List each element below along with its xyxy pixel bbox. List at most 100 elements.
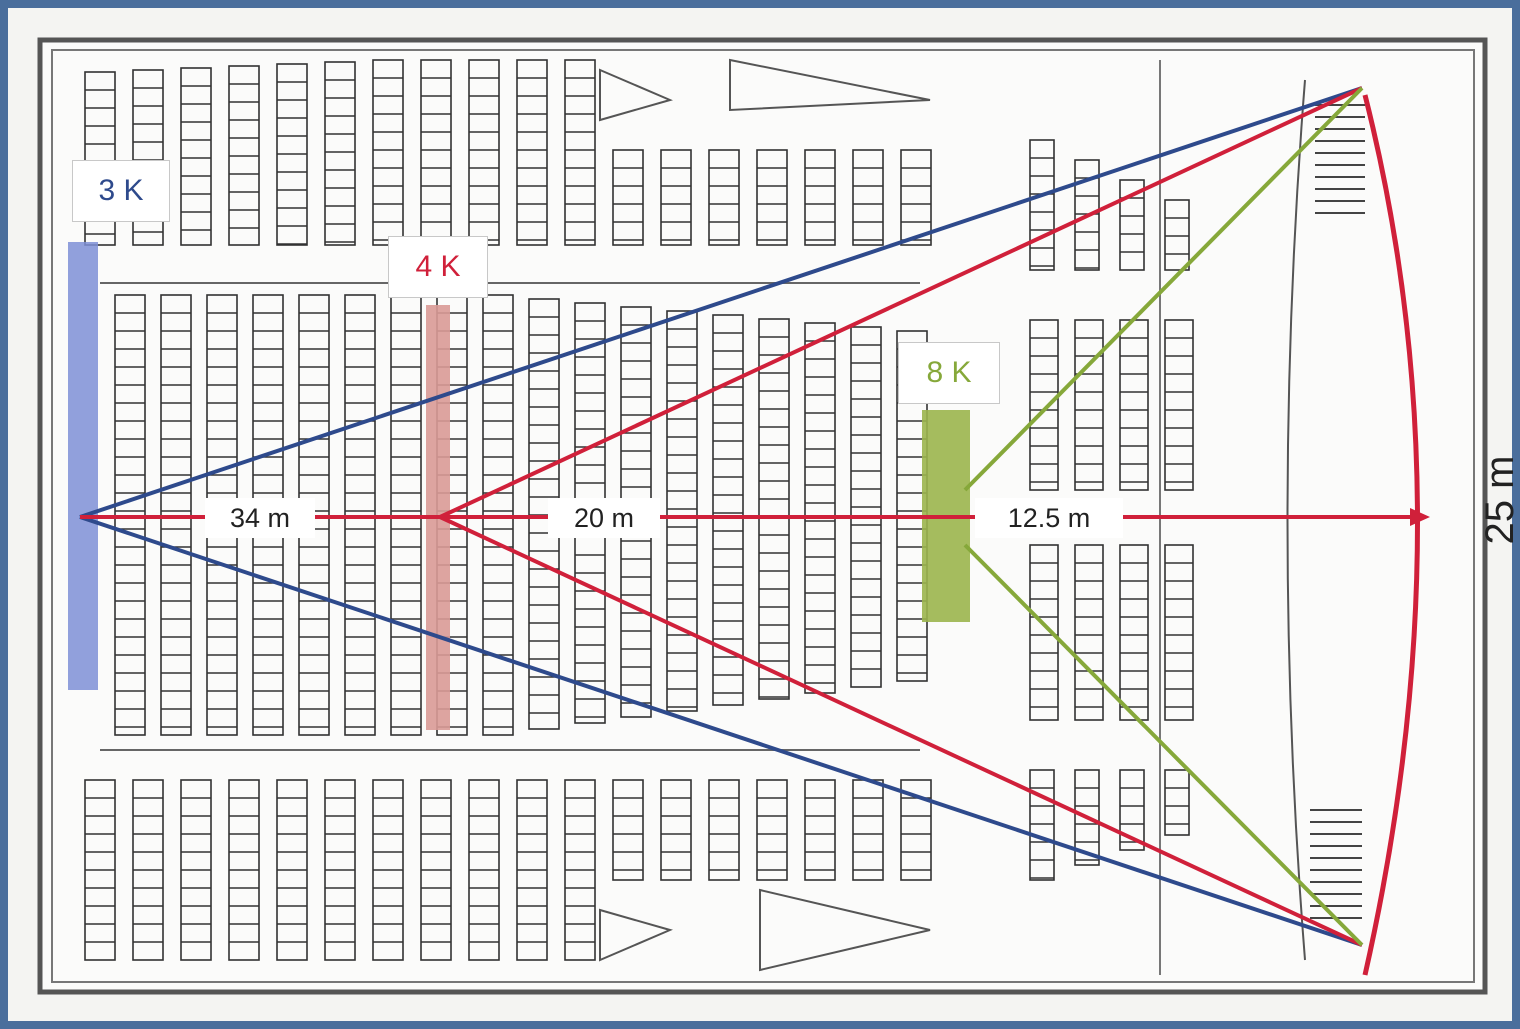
seat-column-frame xyxy=(756,779,788,881)
seat-column xyxy=(228,65,260,246)
seat-column xyxy=(516,59,548,246)
seat-column-frame xyxy=(756,149,788,246)
seat-column-frame xyxy=(1119,544,1149,721)
seat-column xyxy=(1029,544,1059,721)
seat-column-frame xyxy=(660,779,692,881)
seat-column xyxy=(900,149,932,246)
seat-column xyxy=(468,779,500,961)
seat-column-frame xyxy=(1074,769,1100,866)
seat-column xyxy=(850,326,882,688)
seat-column-frame xyxy=(1029,769,1055,881)
seat-column-frame xyxy=(612,149,644,246)
sightline-3k-top xyxy=(79,86,1363,519)
screen-width-label: 25 m xyxy=(1477,455,1520,545)
seat-column xyxy=(1164,319,1194,491)
seat-column-frame xyxy=(1164,199,1190,271)
seat-column xyxy=(324,779,356,961)
seat-column xyxy=(1164,544,1194,721)
seat-column xyxy=(276,779,308,961)
seat-column-frame xyxy=(660,149,692,246)
seat-column-frame xyxy=(324,61,356,246)
seat-column-frame xyxy=(564,59,596,246)
seat-column-frame xyxy=(180,67,212,246)
seat-column xyxy=(1119,179,1145,271)
label-3k: 3 K xyxy=(98,174,144,207)
seat-column xyxy=(712,314,744,706)
seat-column xyxy=(804,149,836,246)
seat-column xyxy=(1119,769,1145,851)
seat-column xyxy=(804,779,836,881)
seat-column xyxy=(1029,769,1055,881)
seat-column-frame xyxy=(1119,769,1145,851)
exit-top-left xyxy=(599,68,673,122)
seat-column-frame xyxy=(1119,179,1145,271)
seat-column xyxy=(276,63,308,246)
seat-column xyxy=(180,67,212,246)
seat-column-frame xyxy=(1164,319,1194,491)
seat-column-frame xyxy=(804,149,836,246)
sightline-4k-bottom xyxy=(439,515,1363,947)
seat-column-frame xyxy=(804,779,836,881)
seat-column xyxy=(1119,544,1149,721)
seat-column-frame xyxy=(666,310,698,712)
seat-column-frame xyxy=(1164,769,1190,836)
seat-column xyxy=(228,779,260,961)
seat-column xyxy=(804,322,836,694)
seat-column xyxy=(324,61,356,246)
seat-column xyxy=(1164,769,1190,836)
seat-column-frame xyxy=(852,149,884,246)
seat-column-frame xyxy=(132,69,164,246)
seat-column-frame xyxy=(84,71,116,246)
sightline-8k-top xyxy=(963,86,1364,492)
seat-column xyxy=(660,779,692,881)
seat-column xyxy=(852,149,884,246)
zone-3k xyxy=(68,242,98,690)
seat-column xyxy=(516,779,548,961)
seat-column-frame xyxy=(612,779,644,881)
seat-column xyxy=(372,779,404,961)
seat-column-frame xyxy=(1074,544,1104,721)
seat-column xyxy=(756,149,788,246)
seat-column xyxy=(1164,199,1190,271)
seat-column xyxy=(612,149,644,246)
seat-column-frame xyxy=(516,59,548,246)
sightline-3k-bottom xyxy=(79,515,1363,947)
distance-34m: 34 m xyxy=(205,498,315,538)
seat-column-frame xyxy=(900,149,932,246)
label-4k: 4 K xyxy=(415,250,461,283)
label-3k-box: 3 K xyxy=(72,160,170,222)
seat-column-frame xyxy=(900,779,932,881)
seat-column-frame xyxy=(708,779,740,881)
seat-column xyxy=(420,779,452,961)
seat-column xyxy=(708,149,740,246)
seat-column xyxy=(708,779,740,881)
exit-bottom-right xyxy=(759,888,931,972)
seat-column xyxy=(758,318,790,700)
seat-column xyxy=(1029,139,1055,271)
seat-column-frame xyxy=(1029,139,1055,271)
stage-curve xyxy=(1286,79,1306,961)
exit-top-right xyxy=(729,58,931,112)
inner-wall xyxy=(51,49,1475,983)
seat-column-frame xyxy=(1074,159,1100,271)
seat-column-frame xyxy=(1029,544,1059,721)
seat-column-frame xyxy=(1074,319,1104,491)
seat-column-frame xyxy=(708,149,740,246)
seat-column xyxy=(564,779,596,961)
seat-column xyxy=(564,59,596,246)
sightlines xyxy=(79,86,1430,976)
distance-12-5m: 12.5 m xyxy=(975,498,1123,538)
sightline-8k-bottom xyxy=(963,543,1364,947)
label-8k: 8 K xyxy=(926,356,972,389)
seat-column xyxy=(84,779,116,961)
seat-column xyxy=(1074,319,1104,491)
screen-curve xyxy=(1362,94,1420,976)
seat-column-frame xyxy=(1029,319,1059,491)
sightline-4k-top xyxy=(439,86,1363,519)
seat-column xyxy=(180,779,212,961)
exit-bottom-left xyxy=(599,908,673,962)
distance-20m: 20 m xyxy=(548,498,660,538)
seat-column xyxy=(132,779,164,961)
seat-column xyxy=(756,779,788,881)
seat-column-frame xyxy=(712,314,744,706)
